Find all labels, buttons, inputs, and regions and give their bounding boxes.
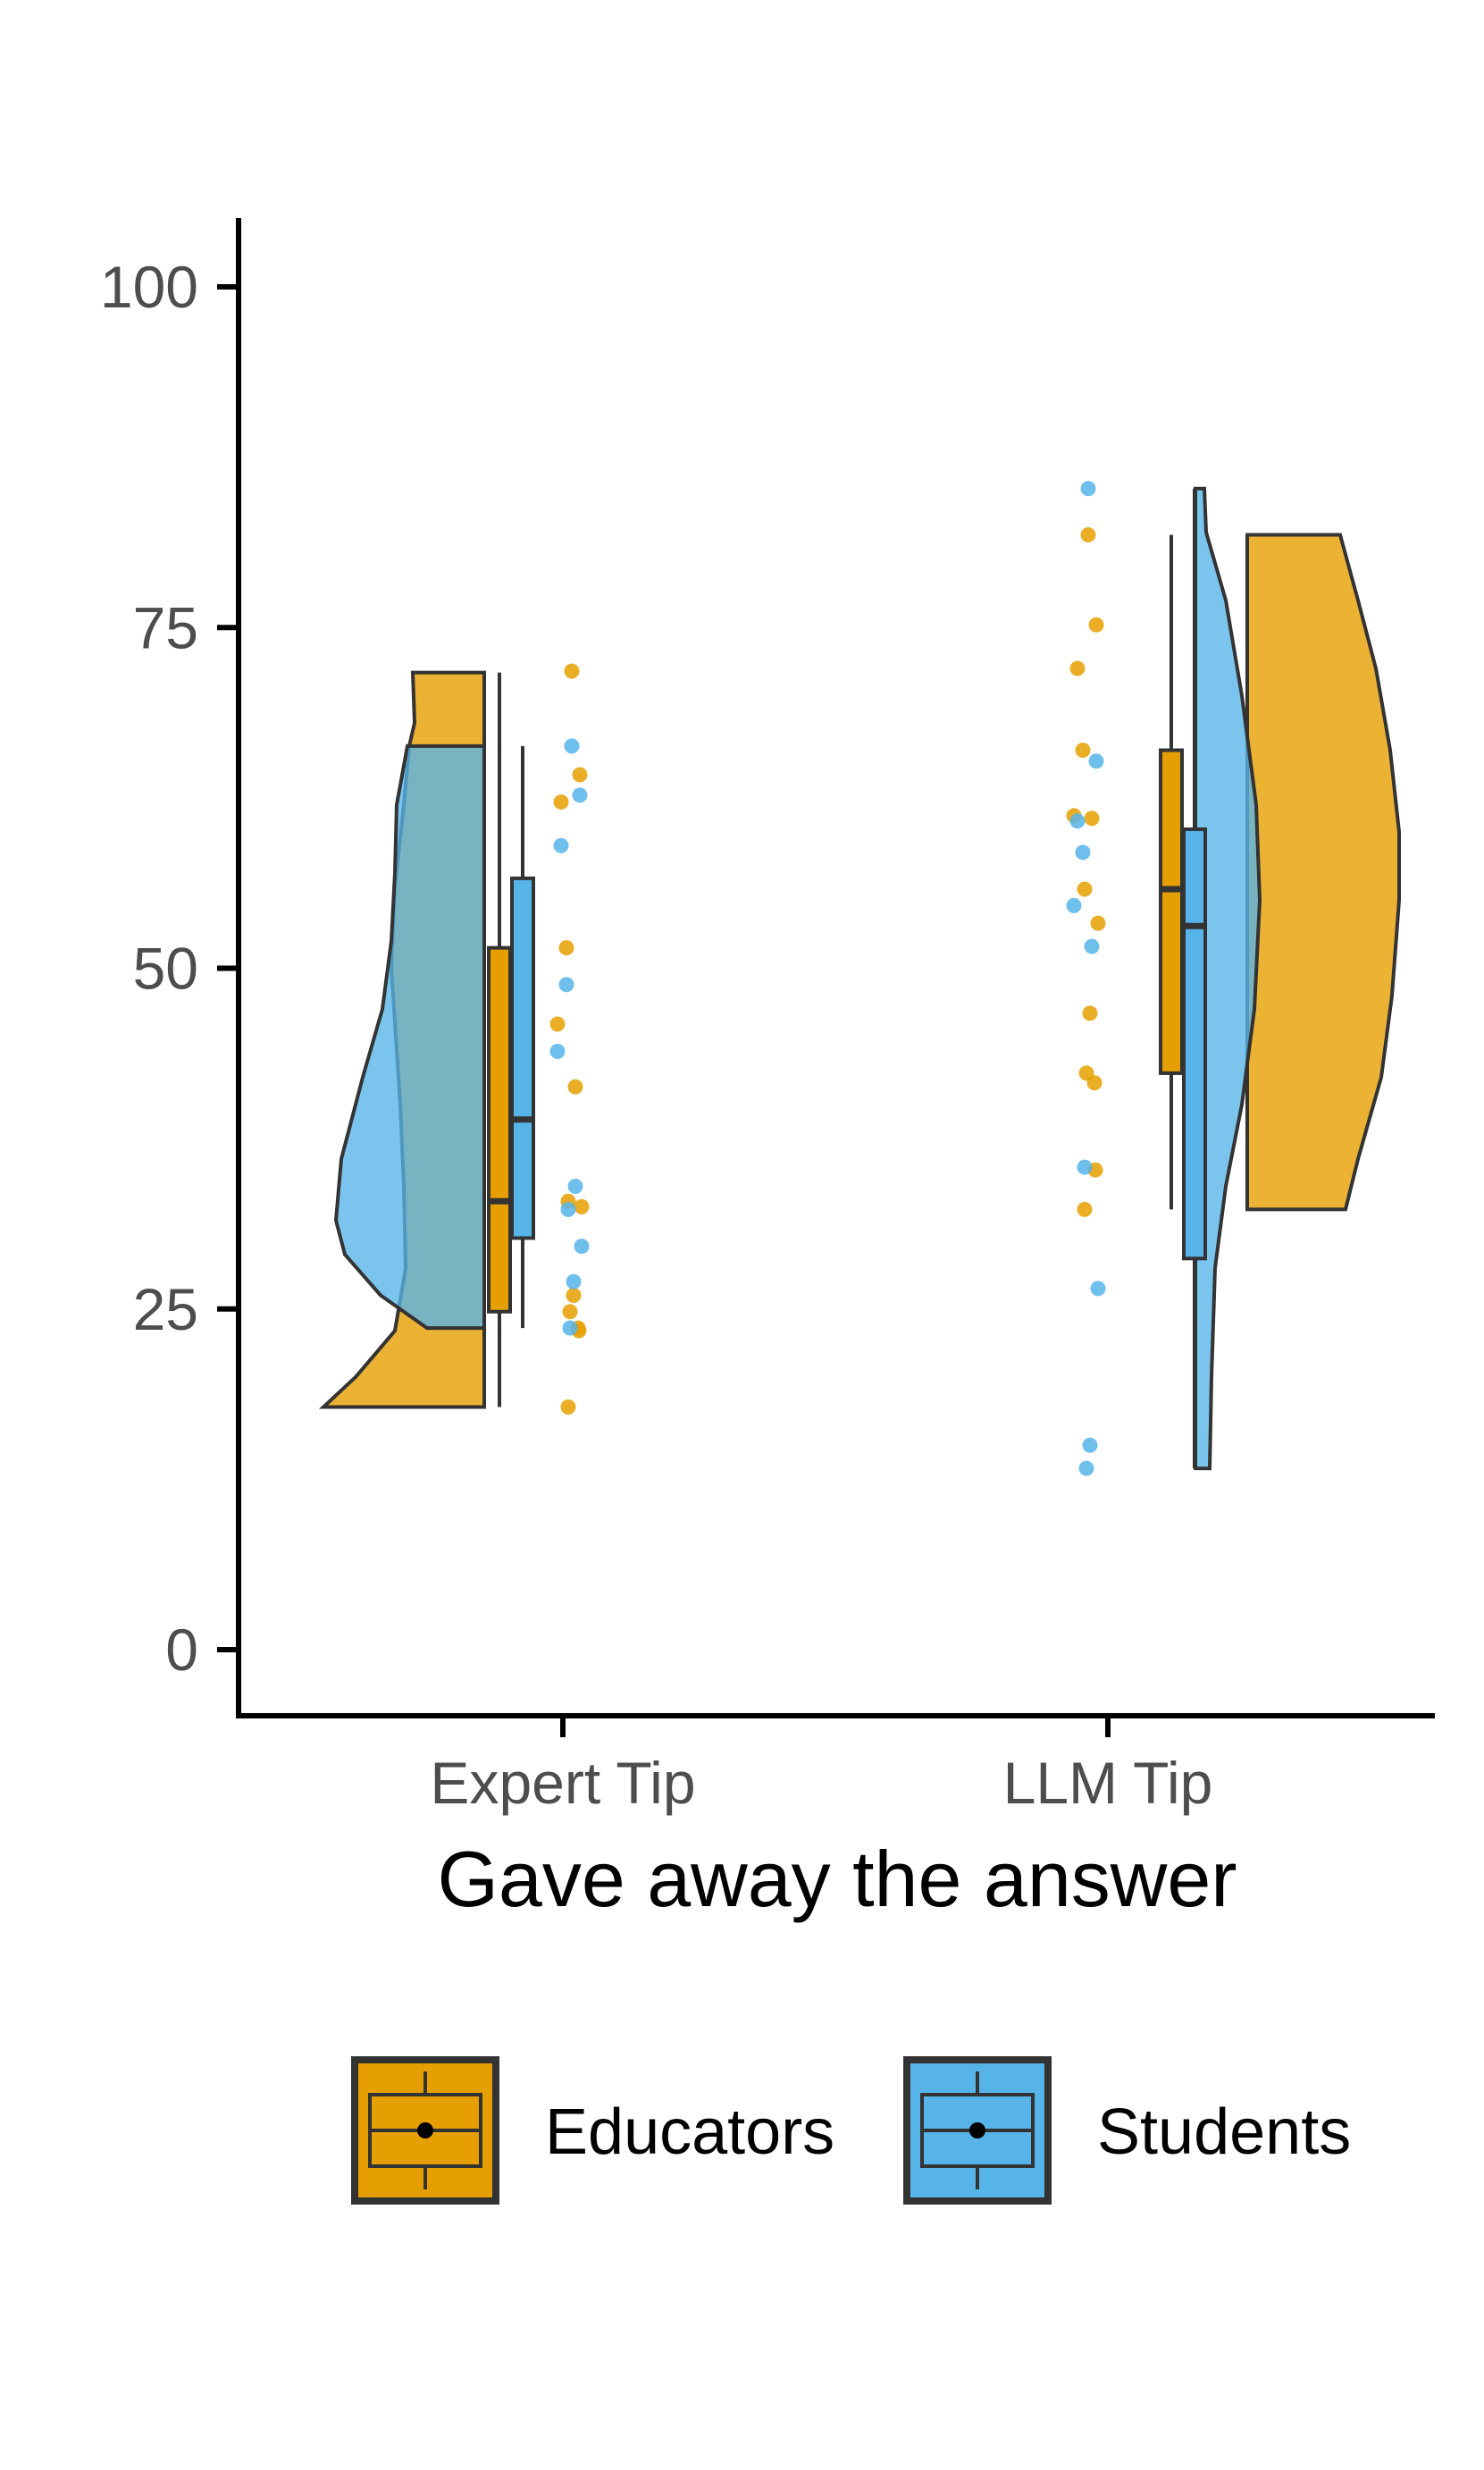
- legend-key-dot: [969, 2122, 985, 2138]
- box-students-0: [510, 876, 535, 1240]
- y-tick-label: 75: [133, 594, 198, 660]
- data-point-students: [564, 738, 580, 754]
- x-ticks: Expert Tip LLM Tip: [430, 1716, 1212, 1816]
- data-point-students: [553, 837, 569, 853]
- data-point-educators: [1084, 811, 1100, 827]
- data-point-students: [1082, 1437, 1098, 1453]
- legend-item-students: Students: [903, 2056, 1351, 2205]
- data-point-educators: [553, 794, 569, 810]
- data-point-students: [1080, 481, 1096, 497]
- x-tick-label: LLM Tip: [1003, 1750, 1213, 1816]
- data-point-educators: [560, 1399, 576, 1416]
- box-educators-0: [487, 945, 512, 1314]
- legend-item-educators: Educators: [351, 2056, 834, 2205]
- data-point-students: [572, 787, 588, 803]
- legend: Educators Students: [351, 2056, 1351, 2205]
- points-layer: [549, 481, 1106, 1476]
- x-tick-label: Expert Tip: [430, 1750, 695, 1816]
- y-tick-label: 100: [100, 254, 198, 320]
- data-point-educators: [1077, 1201, 1093, 1217]
- box-educators-1: [1159, 748, 1184, 1075]
- data-point-educators: [1082, 1005, 1098, 1021]
- legend-label: Educators: [545, 2096, 834, 2168]
- density-cloud-educators-1: [1245, 533, 1401, 1212]
- data-point-educators: [1080, 527, 1096, 543]
- data-point-students: [549, 1044, 566, 1060]
- data-point-educators: [549, 1016, 566, 1032]
- y-ticks: 0 25 50 75 100: [100, 254, 239, 1683]
- x-axis-title: Gave away the answer: [437, 1835, 1237, 1923]
- data-point-students: [560, 1201, 576, 1217]
- data-point-educators: [562, 1304, 578, 1320]
- legend-key-dot: [417, 2122, 433, 2138]
- data-point-educators: [566, 1288, 582, 1303]
- data-point-students: [1088, 753, 1104, 769]
- data-point-students: [1078, 1460, 1094, 1476]
- data-point-educators: [1075, 743, 1091, 758]
- data-point-students: [1066, 897, 1082, 913]
- data-point-educators: [1077, 881, 1093, 897]
- y-tick-label: 0: [165, 1617, 198, 1683]
- box-students-1: [1182, 827, 1207, 1261]
- data-point-students: [1069, 813, 1086, 829]
- data-point-students: [566, 1273, 582, 1290]
- y-tick-label: 50: [133, 936, 198, 1002]
- data-point-students: [1090, 1281, 1106, 1297]
- density-cloud-students-0: [333, 744, 486, 1331]
- data-point-students: [567, 1179, 583, 1194]
- data-point-students: [1075, 844, 1091, 861]
- data-point-educators: [1090, 915, 1106, 931]
- legend-label: Students: [1097, 2096, 1351, 2168]
- density-cloud-students-1: [1194, 486, 1262, 1471]
- boxplot-layer: [487, 488, 1207, 1469]
- data-point-students: [558, 977, 574, 993]
- data-point-educators: [567, 1079, 583, 1095]
- data-point-educators: [1069, 660, 1086, 676]
- data-point-students: [1077, 1159, 1093, 1175]
- data-point-educators: [564, 663, 580, 679]
- data-point-students: [574, 1239, 590, 1255]
- data-point-educators: [1086, 1075, 1103, 1091]
- data-point-educators: [574, 1198, 590, 1214]
- density-layer: [318, 486, 1401, 1471]
- data-point-students: [1084, 938, 1100, 954]
- data-point-students: [562, 1320, 578, 1336]
- data-point-educators: [572, 767, 588, 783]
- data-point-educators: [558, 940, 574, 956]
- y-tick-label: 25: [133, 1276, 198, 1342]
- data-point-educators: [1088, 617, 1104, 633]
